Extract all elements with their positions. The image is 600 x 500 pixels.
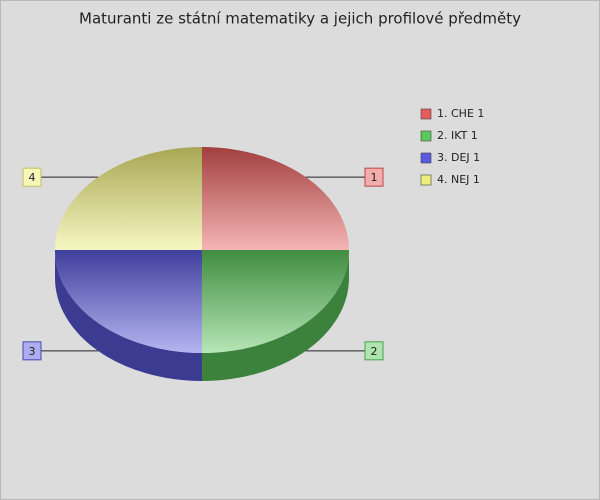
- label-box: [364, 341, 384, 361]
- legend-label: 1. CHE 1: [437, 107, 484, 120]
- label-box: [364, 167, 384, 187]
- slice-side: [55, 250, 202, 381]
- legend-label: 4. NEJ 1: [437, 173, 480, 186]
- legend-swatch: [420, 174, 432, 186]
- legend-label: 2. IKT 1: [437, 129, 478, 142]
- slice: [55, 250, 202, 353]
- slice: [202, 147, 349, 250]
- slice-side: [202, 250, 349, 381]
- legend-swatch: [420, 152, 432, 164]
- slice: [55, 147, 202, 250]
- legend-swatch: [420, 108, 432, 120]
- data-label: 1: [371, 171, 378, 184]
- data-label: 2: [371, 345, 378, 358]
- legend-label: 3. DEJ 1: [437, 151, 480, 164]
- chart-title: Maturanti ze státní matematiky a jejich …: [79, 10, 521, 28]
- label-box: [22, 167, 42, 187]
- label-box: [22, 341, 42, 361]
- data-label: 3: [29, 345, 36, 358]
- legend-swatch: [420, 130, 432, 142]
- slice: [202, 250, 349, 353]
- data-label: 4: [29, 171, 36, 184]
